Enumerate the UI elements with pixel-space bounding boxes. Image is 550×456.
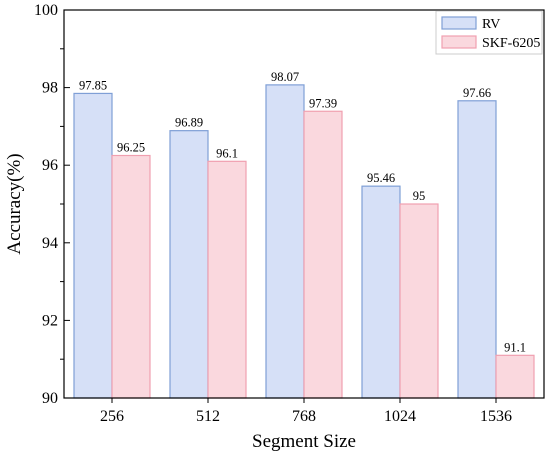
y-tick-label: 96 — [42, 157, 58, 174]
data-label: 97.85 — [79, 78, 107, 92]
bar-rv-512 — [169, 130, 209, 399]
y-tick-label: 94 — [42, 235, 58, 252]
data-label: 97.39 — [309, 96, 337, 110]
y-tick-label: 92 — [42, 312, 58, 329]
x-tick-label: 256 — [100, 408, 124, 425]
x-tick-label: 1024 — [384, 408, 416, 425]
bar-skf-6205-1024 — [399, 203, 439, 399]
x-tick-label: 512 — [196, 408, 220, 425]
bar-rv-1536 — [457, 100, 497, 399]
y-axis-title: Accuracy(%) — [4, 153, 25, 254]
y-tick-label: 90 — [42, 390, 58, 407]
bar-skf-6205-1536 — [495, 354, 535, 399]
data-label: 91.1 — [504, 340, 526, 354]
legend-swatch — [441, 35, 477, 49]
x-tick-label: 768 — [292, 408, 316, 425]
y-tick-label: 98 — [42, 80, 58, 97]
data-label: 97.66 — [463, 86, 491, 100]
bar-rv-768 — [265, 84, 305, 399]
legend: RV SKF-6205 — [435, 10, 543, 55]
x-tick-label: 1536 — [480, 408, 512, 425]
bar-rv-1024 — [361, 185, 401, 399]
data-label: 95 — [413, 189, 426, 203]
x-axis-title: Segment Size — [252, 431, 356, 452]
bar-skf-6205-512 — [207, 160, 247, 399]
legend-swatch — [441, 16, 477, 30]
legend-label: RV — [482, 17, 500, 32]
bar-skf-6205-256 — [111, 154, 151, 399]
data-label: 96.1 — [216, 146, 238, 160]
data-label: 96.25 — [117, 141, 145, 155]
legend-label: SKF-6205 — [482, 36, 540, 51]
bar-rv-256 — [73, 92, 113, 399]
data-label: 96.89 — [175, 116, 203, 130]
bar-skf-6205-768 — [303, 110, 343, 399]
data-label: 98.07 — [271, 70, 299, 84]
y-tick-label: 100 — [34, 2, 58, 19]
data-label: 95.46 — [367, 171, 395, 185]
